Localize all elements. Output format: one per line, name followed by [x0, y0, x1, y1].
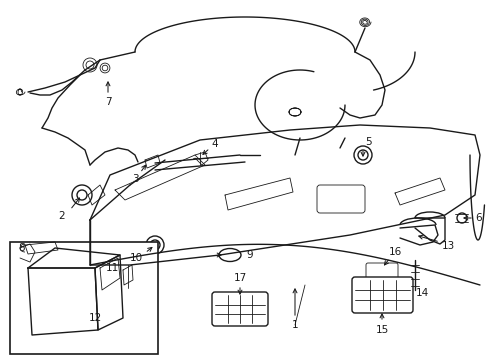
Text: 3: 3	[131, 174, 138, 184]
Text: 7: 7	[104, 97, 111, 107]
Text: 8: 8	[19, 243, 25, 253]
Text: 13: 13	[441, 241, 454, 251]
Text: 17: 17	[233, 273, 246, 283]
FancyBboxPatch shape	[351, 277, 412, 313]
Text: 10: 10	[129, 253, 142, 263]
FancyBboxPatch shape	[365, 263, 397, 285]
Text: 1: 1	[291, 320, 298, 330]
Text: 12: 12	[88, 313, 102, 323]
Text: 5: 5	[364, 137, 370, 147]
Text: 9: 9	[246, 250, 253, 260]
Bar	[10, 242, 158, 354]
Text: 11: 11	[105, 263, 119, 273]
Text: 4: 4	[211, 139, 218, 149]
Text: 2: 2	[59, 211, 65, 221]
FancyBboxPatch shape	[316, 185, 364, 213]
Text: 16: 16	[387, 247, 401, 257]
Text: 6: 6	[475, 213, 481, 223]
Text: 14: 14	[414, 288, 428, 298]
FancyBboxPatch shape	[212, 292, 267, 326]
Ellipse shape	[219, 248, 241, 261]
Text: 15: 15	[375, 325, 388, 335]
